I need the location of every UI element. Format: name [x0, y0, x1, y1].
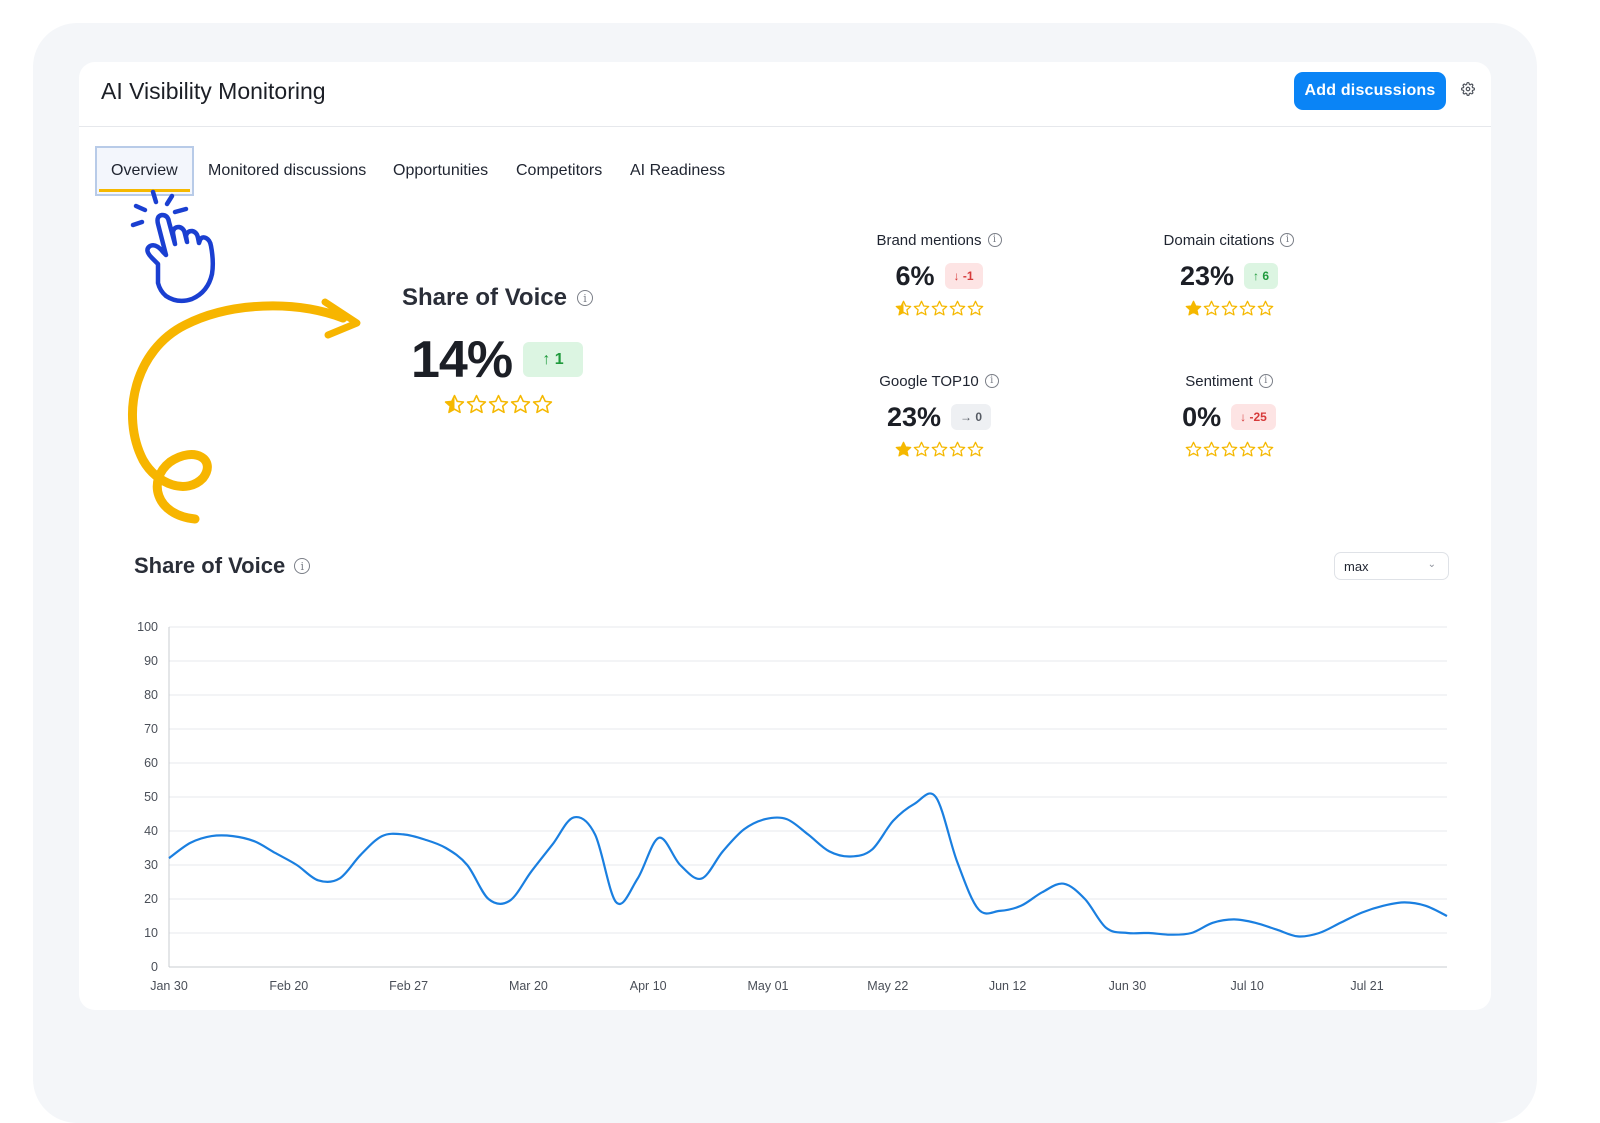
y-tick-label: 70	[144, 722, 158, 736]
main-panel: AI Visibility Monitoring Add discussions…	[79, 62, 1491, 1010]
metric-rating	[1119, 300, 1339, 317]
star-icon	[895, 300, 911, 316]
metric-value: 0%	[1182, 401, 1222, 432]
y-tick-label: 20	[144, 892, 158, 906]
share-of-voice-rating	[444, 394, 553, 415]
metric-value: 23%	[886, 401, 942, 432]
chevron-down-icon: ⌄	[1427, 559, 1436, 570]
x-tick-label: Jun 12	[989, 979, 1027, 993]
share-of-voice-title: Share of Voice	[402, 284, 567, 311]
share-of-voice-value: 14%	[411, 331, 513, 389]
star-icon	[931, 441, 947, 457]
y-tick-label: 0	[151, 960, 158, 974]
star-icon	[1257, 300, 1273, 316]
x-tick-label: May 01	[748, 979, 789, 993]
metric-domain-citations: Domain citations i 23% ↑ 6	[1119, 230, 1339, 317]
metric-change-badge: ↑ 6	[1244, 263, 1279, 289]
metric-change-badge: → 0	[951, 404, 992, 430]
series-line[interactable]	[168, 792, 1448, 938]
metric-sentiment: Sentiment i 0% ↓ -25	[1119, 371, 1339, 458]
page-title: AI Visibility Monitoring	[101, 78, 326, 104]
curly-arrow-icon	[125, 290, 370, 530]
chart-title: Share of Voice	[134, 553, 286, 578]
x-tick-label: Jul 21	[1350, 979, 1383, 993]
star-icon	[1203, 441, 1219, 457]
x-tick-label: Mar 20	[509, 979, 548, 993]
x-tick-label: Jul 10	[1231, 979, 1264, 993]
star-icon	[1185, 300, 1201, 316]
y-tick-label: 50	[144, 790, 158, 804]
metric-label: Brand mentions	[876, 231, 982, 249]
tab-opportunities[interactable]: Opportunities	[393, 162, 489, 179]
metric-label: Google TOP10	[879, 372, 979, 390]
metric-brand-mentions: Brand mentions i 6% ↓ -1	[829, 230, 1049, 317]
info-icon[interactable]: i	[984, 374, 999, 388]
x-tick-label: Feb 20	[269, 979, 308, 993]
star-icon	[466, 394, 487, 414]
star-icon	[488, 394, 509, 414]
pointing-hand-icon	[128, 188, 228, 313]
info-icon[interactable]: i	[987, 233, 1002, 247]
metric-rating	[1119, 441, 1339, 458]
gear-icon[interactable]	[1459, 82, 1477, 100]
range-select-value: max	[1344, 558, 1369, 574]
info-icon[interactable]: i	[1280, 233, 1295, 247]
y-tick-label: 30	[144, 858, 158, 872]
star-icon	[913, 300, 929, 316]
share-of-voice-change-badge: ↑ 1	[523, 342, 583, 377]
share-of-voice-chart: 0 10 20 30 40 50 60 70 80 90 100 Jan 30 Feb 20 Feb 27…	[137, 620, 1448, 993]
metric-google-top10: Google TOP10 i 23% → 0	[829, 371, 1049, 458]
metric-value: 23%	[1179, 260, 1235, 291]
metric-label: Sentiment	[1185, 372, 1253, 390]
star-icon	[1185, 441, 1201, 457]
chart-heading: Share of Voice i	[134, 553, 311, 579]
info-icon[interactable]: i	[294, 558, 311, 574]
star-icon	[1221, 300, 1237, 316]
metric-label: Domain citations	[1163, 231, 1275, 249]
y-tick-label: 80	[144, 688, 158, 702]
panel-header: AI Visibility Monitoring Add discussions	[79, 62, 1491, 127]
y-tick-label: 90	[144, 654, 158, 668]
x-tick-label: Jan 30	[150, 979, 188, 993]
star-icon	[1239, 441, 1255, 457]
y-tick-label: 10	[144, 926, 158, 940]
x-tick-label: Apr 10	[630, 979, 667, 993]
star-icon	[510, 394, 531, 414]
star-icon	[949, 441, 965, 457]
tab-ai-readiness[interactable]: AI Readiness	[630, 162, 726, 179]
tab-monitored-discussions[interactable]: Monitored discussions	[208, 162, 367, 179]
info-icon[interactable]: i	[576, 290, 593, 306]
x-tick-label: Jun 30	[1109, 979, 1147, 993]
y-tick-label: 100	[137, 620, 158, 634]
star-icon	[967, 441, 983, 457]
metric-change-badge: ↓ -1	[944, 263, 983, 289]
y-tick-label: 40	[144, 824, 158, 838]
x-tick-label: May 22	[867, 979, 908, 993]
metric-change-badge: ↓ -25	[1231, 404, 1276, 430]
y-tick-label: 60	[144, 756, 158, 770]
star-icon	[1239, 300, 1255, 316]
star-icon	[444, 394, 465, 414]
star-icon	[1257, 441, 1273, 457]
star-icon	[1221, 441, 1237, 457]
star-icon	[895, 441, 911, 457]
x-tick-label: Feb 27	[389, 979, 428, 993]
tab-competitors[interactable]: Competitors	[516, 162, 603, 179]
share-of-voice-heading: Share of Voice i	[402, 284, 593, 312]
tab-overview[interactable]: Overview	[95, 146, 194, 196]
star-icon	[931, 300, 947, 316]
star-icon	[967, 300, 983, 316]
metric-rating	[829, 441, 1049, 458]
range-select[interactable]: max ⌄	[1334, 552, 1449, 580]
star-icon	[913, 441, 929, 457]
star-icon	[949, 300, 965, 316]
metric-value: 6%	[895, 260, 935, 291]
star-icon	[532, 394, 553, 414]
add-discussions-button[interactable]: Add discussions	[1294, 72, 1446, 110]
star-icon	[1203, 300, 1219, 316]
metric-rating	[829, 300, 1049, 317]
info-icon[interactable]: i	[1258, 374, 1273, 388]
